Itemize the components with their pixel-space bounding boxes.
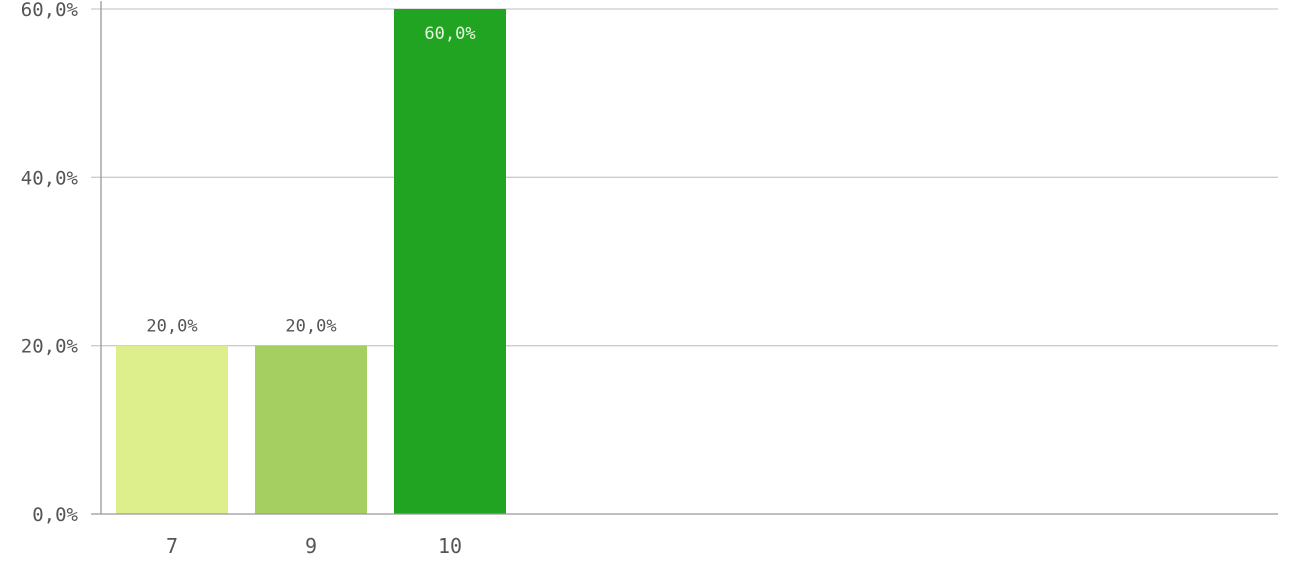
x-category-label: 10	[438, 534, 462, 558]
y-tick-label: 40,0%	[21, 167, 79, 189]
bar-value-label: 60,0%	[424, 24, 475, 44]
bars	[116, 9, 506, 514]
bar-value-label: 20,0%	[146, 317, 197, 337]
y-tick-label: 0,0%	[32, 504, 78, 526]
y-tick-label: 20,0%	[21, 336, 79, 358]
gridlines	[91, 8, 1278, 347]
labels: 0,0% 20,0% 40,0% 60,0% 20,0% 7 20,0% 9 60,0% 10	[21, 0, 476, 558]
bar	[116, 345, 228, 514]
x-category-label: 7	[166, 534, 178, 558]
x-category-label: 9	[305, 534, 317, 558]
bar	[255, 345, 367, 514]
y-tick-label: 60,0%	[21, 0, 79, 21]
bar-value-label: 20,0%	[285, 317, 336, 337]
axes	[91, 1, 1278, 515]
bar	[394, 9, 506, 514]
